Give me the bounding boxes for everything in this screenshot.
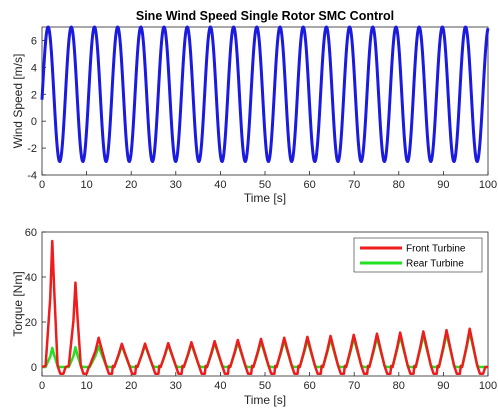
wind-speed-x-tick-label: 50 bbox=[259, 179, 271, 191]
torque-y-tick-label: 20 bbox=[25, 317, 37, 329]
torque-x-tick-label: 40 bbox=[214, 380, 226, 392]
torque-x-axis-label: Time [s] bbox=[244, 393, 286, 407]
torque-x-tick-label: 0 bbox=[39, 380, 45, 392]
wind-speed-series-line bbox=[40, 25, 490, 163]
wind-speed-y-tick-label: 0 bbox=[31, 116, 37, 128]
wind-speed-y-tick-label: 6 bbox=[31, 35, 37, 47]
torque-x-tick-label: 80 bbox=[393, 380, 405, 392]
torque-x-tick-label: 90 bbox=[437, 380, 449, 392]
wind-speed-x-tick-label: 10 bbox=[80, 179, 92, 191]
wind-speed-y-axis-label: Wind Speed [m/s] bbox=[11, 54, 25, 149]
legend-rear-turbine-label: Rear Turbine bbox=[406, 259, 464, 270]
front-turbine-series-line bbox=[41, 239, 488, 375]
wind-speed-x-tick-label: 60 bbox=[303, 179, 315, 191]
wind-speed-ticks: 0 10 20 30 40 50 60 70 80 90 100 -4 -2 0 2 4 6 bbox=[27, 35, 497, 191]
legend-front-turbine-label: Front Turbine bbox=[406, 244, 466, 255]
wind-speed-axes: Sine Wind Speed Single Rotor SMC Control… bbox=[11, 9, 497, 205]
torque-x-tick-label: 50 bbox=[259, 380, 271, 392]
torque-y-tick-label: 60 bbox=[25, 227, 37, 239]
wind-speed-x-tick-label: 100 bbox=[479, 179, 497, 191]
torque-legend: Front Turbine Rear Turbine bbox=[353, 237, 483, 273]
torque-x-tick-label: 60 bbox=[303, 380, 315, 392]
wind-speed-x-tick-label: 40 bbox=[214, 179, 226, 191]
torque-y-tick-label: 0 bbox=[31, 362, 37, 374]
wind-speed-chart-title: Sine Wind Speed Single Rotor SMC Control bbox=[136, 9, 394, 23]
torque-y-tick-label: 40 bbox=[25, 272, 37, 284]
torque-x-tick-label: 10 bbox=[80, 380, 92, 392]
torque-x-tick-label: 70 bbox=[348, 380, 360, 392]
torque-axes: Time [s] Torque [Nm] 0 10 20 30 40 50 60 70 80 90… bbox=[11, 227, 497, 407]
wind-speed-x-tick-label: 90 bbox=[437, 179, 449, 191]
wind-speed-y-tick-label: 4 bbox=[31, 62, 37, 74]
wind-speed-y-tick-label: 2 bbox=[31, 89, 37, 101]
torque-y-axis-label: Torque [Nm] bbox=[11, 271, 25, 336]
legend-box bbox=[353, 237, 483, 273]
wind-speed-x-tick-label: 30 bbox=[170, 179, 182, 191]
wind-speed-x-tick-label: 70 bbox=[348, 179, 360, 191]
wind-speed-x-tick-label: 0 bbox=[39, 179, 45, 191]
wind-speed-y-tick-label: -2 bbox=[27, 143, 37, 155]
torque-x-tick-label: 20 bbox=[125, 380, 137, 392]
wind-speed-x-axis-label: Time [s] bbox=[244, 191, 286, 205]
wind-speed-x-tick-label: 20 bbox=[125, 179, 137, 191]
wind-speed-x-tick-label: 80 bbox=[393, 179, 405, 191]
wind-speed-y-tick-label: -4 bbox=[27, 170, 37, 182]
torque-x-tick-label: 100 bbox=[479, 380, 497, 392]
torque-x-tick-label: 30 bbox=[170, 380, 182, 392]
